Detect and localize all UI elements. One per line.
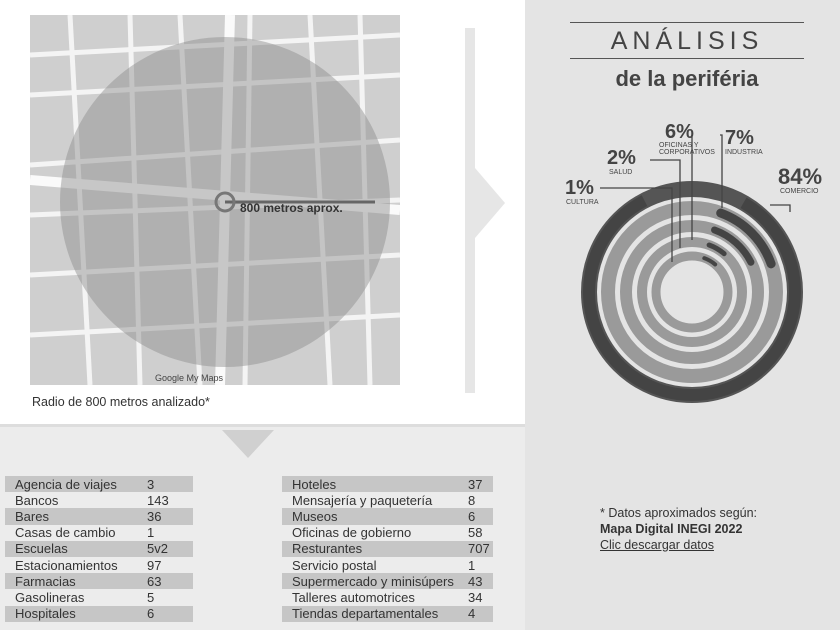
- service-count: 143: [147, 492, 169, 508]
- service-count: 707: [468, 541, 490, 557]
- pct-industria: 7%: [725, 127, 754, 149]
- label-oficinas: OFICINAS Y CORPORATIVOS: [659, 142, 715, 156]
- table-row: Talleres automotrices 34: [282, 589, 493, 605]
- service-count: 36: [147, 508, 162, 524]
- service-name: Bancos: [15, 492, 59, 508]
- analysis-subtitle: de la periféria: [615, 66, 759, 91]
- services-table-left: Agencia de viajes 3 Bancos 143 Bares 36 Casas …: [5, 476, 193, 622]
- service-name: Agencia de viajes: [15, 476, 117, 492]
- download-data-link[interactable]: Clic descargar datos: [600, 538, 714, 552]
- table-row: Farmacias 63: [5, 573, 193, 590]
- service-name: Supermercado y minisúpers: [292, 573, 454, 589]
- label-cultura: CULTURA: [566, 199, 599, 206]
- leader-line: [770, 204, 791, 212]
- table-row: Estacionamientos 97: [5, 557, 193, 573]
- map-credit: Google My Maps: [155, 373, 224, 383]
- service-name: Escuelas: [15, 541, 68, 557]
- service-name: Gasolineras: [15, 589, 85, 605]
- service-count: 1: [147, 525, 155, 541]
- service-count: 3: [147, 476, 155, 492]
- table-row: Servicio postal 1: [282, 557, 493, 573]
- note-text: * Datos aproximados según:: [600, 506, 758, 520]
- table-row: Gasolineras 5: [5, 589, 193, 605]
- service-count: 58: [468, 525, 483, 541]
- table-row: Mensajería y paquetería 8: [282, 492, 493, 508]
- pct-cultura: 1%: [565, 177, 594, 199]
- service-count: 63: [147, 573, 162, 589]
- service-name: Casas de cambio: [15, 525, 116, 541]
- analysis-title: ANÁLISIS: [570, 22, 804, 59]
- table-row: Hoteles 37: [282, 476, 493, 493]
- ring-segment-comercio: [583, 183, 801, 401]
- service-name: Farmacias: [15, 573, 76, 589]
- table-row: Bares 36: [5, 508, 193, 525]
- service-name: Servicio postal: [292, 557, 377, 573]
- pct-salud: 2%: [607, 147, 636, 169]
- ring-segment-2: [711, 226, 755, 266]
- services-table-right: Hoteles 37 Mensajería y paquetería 8 Museos 6…: [282, 476, 493, 622]
- map[interactable]: 800 metros aprox. Google My Maps: [30, 15, 400, 385]
- service-name: Hospitales: [15, 606, 76, 622]
- map-panel: 800 metros aprox. Google My Maps Radio d…: [0, 0, 525, 427]
- service-name: Resturantes: [292, 541, 363, 557]
- table-row: Oficinas de gobierno 58: [282, 525, 493, 541]
- ring-segment-3: [716, 208, 776, 269]
- ring-segment-0: [702, 256, 718, 267]
- service-name: Bares: [15, 508, 49, 524]
- pct-comercio: 84%: [778, 164, 823, 189]
- leader-line: [600, 187, 673, 262]
- table-row: Agencia de viajes 3: [5, 476, 193, 493]
- label-comercio: COMERCIO: [780, 188, 819, 195]
- service-count: 8: [468, 492, 476, 508]
- service-count: 4: [468, 606, 476, 622]
- service-count: 43: [468, 573, 483, 589]
- service-count: 5v2: [147, 541, 168, 557]
- service-name: Estacionamientos: [15, 557, 118, 573]
- pct-oficinas: 6%: [665, 121, 694, 143]
- service-count: 5: [147, 589, 155, 605]
- map-streets: [30, 15, 400, 385]
- table-row: Museos 6: [282, 508, 493, 525]
- service-count: 6: [468, 508, 476, 524]
- chevron-right-icon: [465, 28, 505, 393]
- service-count: 97: [147, 557, 162, 573]
- ring-segment-1: [706, 242, 727, 257]
- table-row: Hospitales 6: [5, 605, 193, 622]
- service-name: Mensajería y paquetería: [292, 492, 433, 508]
- note-source: Mapa Digital INEGI 2022: [600, 522, 743, 536]
- table-row: Bancos 143: [5, 492, 193, 508]
- service-name: Hoteles: [292, 476, 337, 492]
- table-row: Tiendas departamentales 4: [282, 605, 493, 622]
- ring-track: [637, 237, 747, 347]
- service-count: 1: [468, 557, 476, 573]
- service-name: Tiendas departamentales: [292, 606, 439, 622]
- service-name: Talleres automotrices: [292, 589, 415, 605]
- label-industria: INDUSTRIA: [725, 149, 763, 156]
- table-row: Escuelas 5v2: [5, 540, 193, 557]
- ring-track: [651, 251, 733, 333]
- table-row: Resturantes 707: [282, 540, 493, 557]
- map-caption: Radio de 800 metros analizado*: [32, 395, 210, 409]
- service-name: Oficinas de gobierno: [292, 525, 412, 541]
- leader-line: [720, 134, 723, 208]
- table-row: Casas de cambio 1: [5, 525, 193, 541]
- label-salud: SALUD: [609, 169, 633, 176]
- service-count: 34: [468, 589, 483, 605]
- table-row: Supermercado y minisúpers 43: [282, 573, 493, 590]
- service-count: 37: [468, 476, 483, 492]
- service-name: Museos: [292, 508, 338, 524]
- chevron-down-icon: [222, 430, 274, 458]
- data-note: * Datos aproximados según: Mapa Digital …: [600, 505, 757, 553]
- service-count: 6: [147, 606, 155, 622]
- distance-label: 800 metros aprox.: [240, 201, 343, 215]
- leader-line: [650, 159, 681, 248]
